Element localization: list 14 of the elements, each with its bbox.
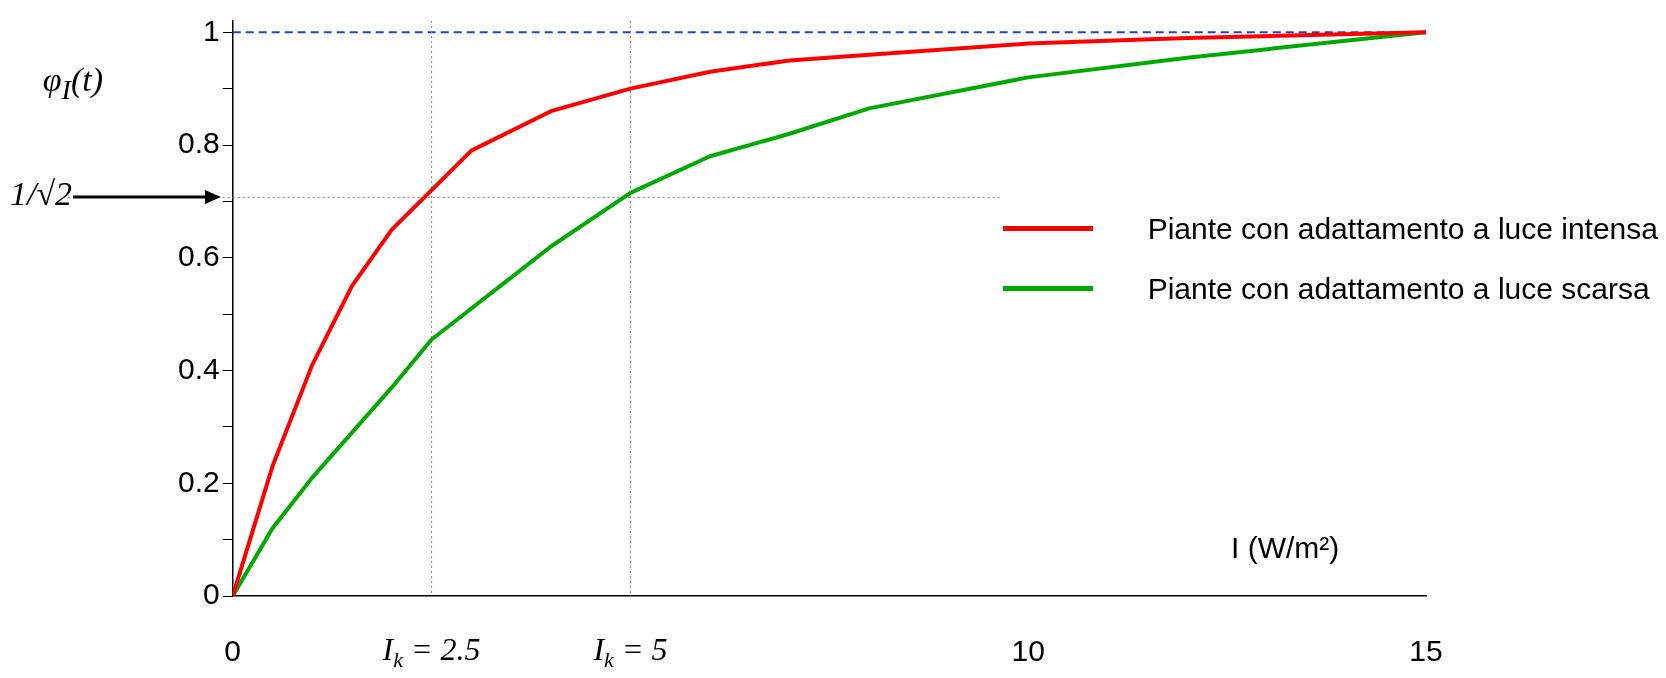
legend-label: Piante con adattamento a luce scarsa — [1147, 271, 1650, 306]
y-tick-label: 0 — [203, 577, 220, 611]
y-tick-label: 0.6 — [177, 239, 220, 273]
x-tick-label: 10 — [1011, 634, 1045, 668]
y-tick-label: 0.8 — [177, 126, 220, 160]
y-axis-title: φ$_{I}$(t) — [42, 61, 104, 106]
y-tick-label: 1 — [203, 13, 220, 47]
x-axis-title: I (W/m²) — [1231, 531, 1340, 565]
x-tick-label: 15 — [1409, 634, 1443, 668]
x-tick-label: 0 — [224, 634, 242, 668]
y-tick-label: 0.2 — [177, 464, 220, 498]
ref-line-label: 1/√2 — [10, 175, 73, 214]
legend-label: Piante con adattamento a luce intensa — [1147, 211, 1658, 246]
y-tick-label: 0.4 — [177, 351, 220, 385]
